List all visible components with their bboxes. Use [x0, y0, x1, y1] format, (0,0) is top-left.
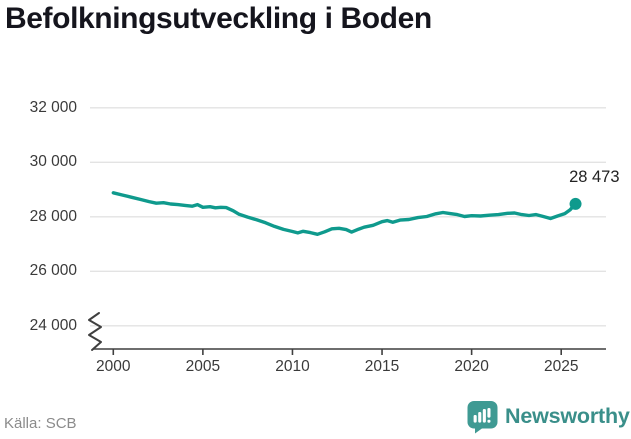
- population-line: [111, 191, 578, 237]
- x-tick-label: 2000: [96, 358, 131, 375]
- x-tick-label: 2005: [185, 358, 221, 375]
- y-tick-label: 32 000: [29, 98, 77, 116]
- last-point-marker: [569, 197, 582, 210]
- x-tick-label: 2015: [364, 358, 400, 375]
- newsworthy-wordmark: Newsworthy: [505, 404, 630, 428]
- y-tick-label: 26 000: [29, 262, 77, 280]
- newsworthy-logo: Newsworthy: [467, 399, 630, 434]
- x-tick-label: 2025: [543, 358, 579, 375]
- y-tick-label: 30 000: [29, 153, 77, 171]
- y-tick-label: 24 000: [29, 316, 77, 334]
- x-tick-label: 2020: [454, 358, 489, 375]
- axis-break-squiggle: [88, 312, 102, 351]
- x-tick-label: 2010: [275, 358, 310, 375]
- newsworthy-icon: [467, 400, 498, 433]
- chart-title: Befolkningsutveckling i Boden: [5, 2, 432, 35]
- last-value-label: 28 473: [569, 167, 620, 186]
- source-note: Källa: SCB: [4, 415, 77, 432]
- y-tick-label: 28 000: [29, 207, 77, 225]
